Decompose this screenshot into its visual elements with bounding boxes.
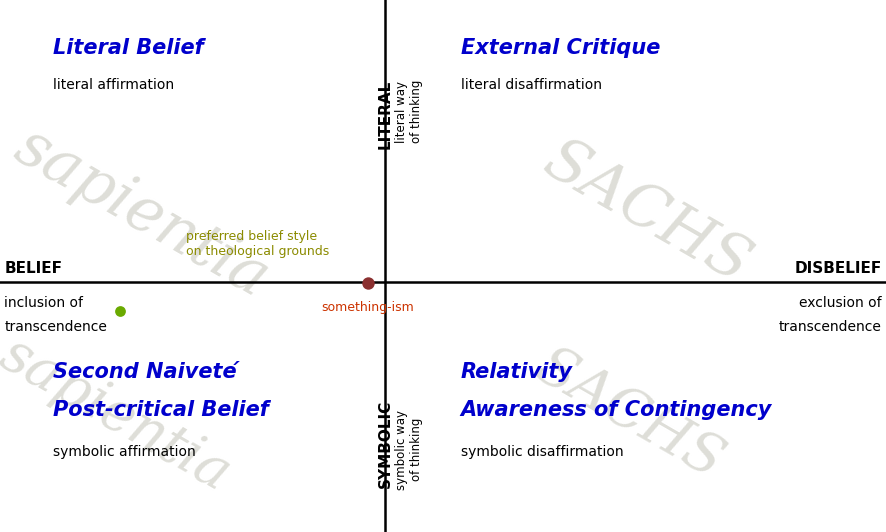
Text: transcendence: transcendence [4, 320, 107, 334]
Text: symbolic affirmation: symbolic affirmation [53, 445, 196, 459]
Text: exclusion of: exclusion of [799, 296, 882, 310]
Text: symbolic disaffirmation: symbolic disaffirmation [461, 445, 624, 459]
Text: preferred belief style
on theological grounds: preferred belief style on theological gr… [186, 230, 330, 258]
Text: symbolic way
of thinking: symbolic way of thinking [395, 410, 424, 489]
Text: literal disaffirmation: literal disaffirmation [461, 78, 602, 92]
Text: DISBELIEF: DISBELIEF [795, 261, 882, 276]
Text: SACHS: SACHS [525, 339, 733, 491]
Text: literal affirmation: literal affirmation [53, 78, 175, 92]
Text: literal way
of thinking: literal way of thinking [395, 80, 424, 144]
Text: transcendence: transcendence [779, 320, 882, 334]
Point [113, 307, 127, 315]
Text: Relativity: Relativity [461, 362, 572, 383]
Text: BELIEF: BELIEF [4, 261, 62, 276]
Text: Awareness of Contingency: Awareness of Contingency [461, 400, 772, 420]
Text: LITERAL: LITERAL [378, 80, 392, 149]
Text: sapientia: sapientia [0, 327, 240, 503]
Text: Literal Belief: Literal Belief [53, 38, 204, 58]
Text: Second Naiveté: Second Naiveté [53, 362, 237, 383]
Text: Post-critical Belief: Post-critical Belief [53, 400, 269, 420]
Text: External Critique: External Critique [461, 38, 660, 58]
Point [361, 279, 375, 287]
Text: SACHS: SACHS [533, 130, 760, 296]
Text: sapientia: sapientia [4, 116, 279, 310]
Text: something-ism: something-ism [322, 301, 414, 313]
Text: SYMBOLIC: SYMBOLIC [378, 400, 392, 488]
Text: inclusion of: inclusion of [4, 296, 83, 310]
